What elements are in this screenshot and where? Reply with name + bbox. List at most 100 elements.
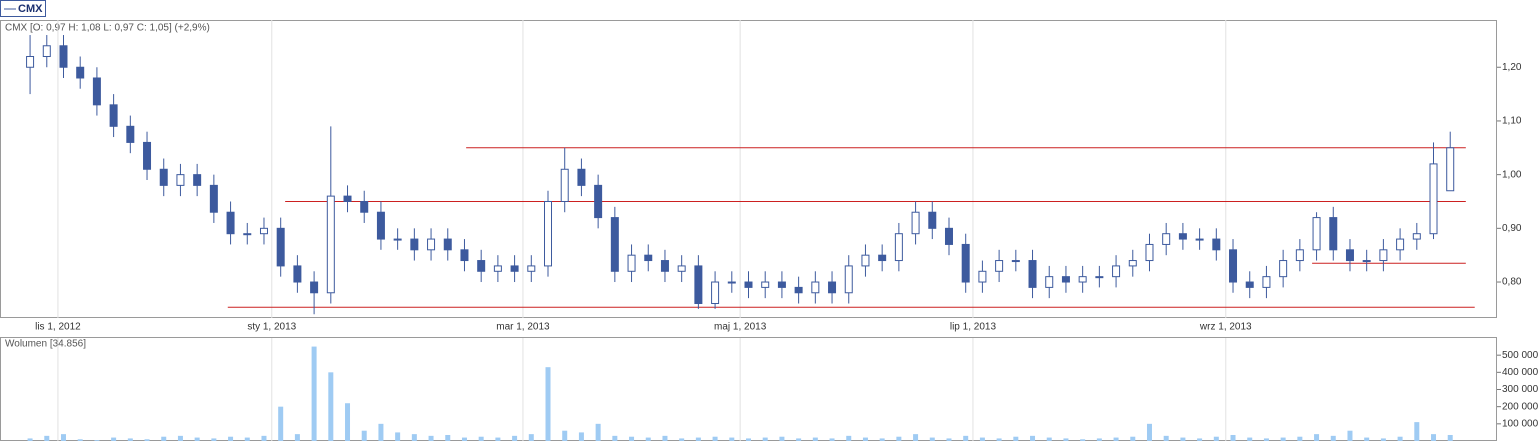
candle-body — [961, 243, 970, 283]
volume-bar — [528, 434, 534, 441]
volume-bar — [829, 438, 835, 441]
legend-box — [0, 0, 46, 17]
volume-bar — [1431, 434, 1437, 441]
volume-bar — [411, 434, 417, 441]
candle-body — [477, 260, 486, 272]
volume-bar — [578, 432, 584, 441]
volume-bar — [1447, 434, 1453, 441]
candle-body — [978, 270, 987, 283]
volume-bar — [111, 437, 117, 441]
volume-bar — [812, 437, 818, 441]
volume-bar — [695, 437, 701, 441]
candle-body — [460, 249, 469, 262]
candle-body — [1128, 260, 1137, 267]
volume-bar — [1230, 434, 1236, 441]
candle-body — [1279, 260, 1288, 278]
x-tick-label: lis 1, 2012 — [35, 322, 81, 333]
volume-bar — [395, 432, 401, 441]
volume-bar — [445, 434, 451, 441]
volume-bar — [562, 430, 568, 441]
legend-label: CMX — [18, 3, 43, 15]
candle-body — [761, 281, 770, 288]
volume-bar — [1163, 435, 1169, 441]
candle-body — [343, 195, 352, 202]
volume-bar — [77, 439, 83, 441]
candle-body — [293, 265, 302, 283]
candle-body — [1245, 281, 1254, 288]
candle-body — [443, 238, 452, 251]
candle-body — [126, 125, 135, 143]
volume-title: Wolumen [34.856] — [5, 339, 86, 350]
volume-bar — [946, 438, 952, 441]
volume-bar — [261, 435, 267, 441]
y-tick-label: 100 000 — [1502, 418, 1539, 429]
volume-bar — [428, 435, 434, 441]
volume-bar — [311, 346, 317, 441]
volume-panel — [0, 337, 1497, 441]
y-tick-label: 500 000 — [1502, 350, 1539, 361]
candle-body — [1312, 217, 1321, 251]
volume-bar — [729, 437, 735, 441]
candle-body — [677, 265, 686, 272]
volume-bar — [228, 436, 234, 441]
candle-body — [878, 254, 887, 262]
volume-bar — [1414, 422, 1420, 441]
candle-body — [493, 265, 502, 272]
x-tick-label: wrz 1, 2013 — [1199, 322, 1252, 333]
volume-bar — [512, 435, 518, 441]
volume-bar — [1314, 434, 1320, 441]
candle-body — [1429, 163, 1438, 235]
candle-body — [777, 281, 786, 288]
volume-bar — [1046, 437, 1052, 441]
volume-bar — [545, 367, 551, 441]
price-header: CMX [O: 0,97 H: 1,08 L: 0,97 C: 1,05] (+… — [5, 23, 210, 34]
candle-body — [1028, 260, 1037, 288]
volume-bar — [378, 423, 384, 441]
candle-body — [310, 281, 319, 294]
volume-bar — [1247, 437, 1253, 441]
y-tick-label: 300 000 — [1502, 384, 1539, 395]
volume-bar — [979, 437, 985, 441]
volume-bar — [1030, 435, 1036, 441]
volume-bar — [1297, 436, 1303, 441]
volume-bar — [1096, 438, 1102, 441]
candle-body — [627, 254, 636, 272]
candle-body — [1362, 260, 1371, 263]
candle-body — [1112, 265, 1121, 278]
volume-bar — [679, 438, 685, 441]
volume-bar — [1213, 436, 1219, 441]
candle-body — [660, 260, 669, 272]
price-panel — [0, 20, 1497, 318]
candle-body — [410, 238, 419, 251]
candle-body — [911, 211, 920, 235]
candle-body — [828, 281, 837, 294]
candle-body — [527, 265, 536, 272]
volume-bar — [612, 435, 618, 441]
candle-body — [1095, 276, 1104, 279]
volume-bar — [127, 438, 133, 441]
volume-bar — [211, 438, 217, 441]
candle-body — [243, 233, 252, 236]
volume-bar — [595, 423, 601, 441]
candle-body — [995, 260, 1004, 272]
volume-bar — [629, 436, 635, 441]
candle-body — [76, 66, 85, 79]
candle-body — [1396, 238, 1405, 251]
candle-body — [577, 168, 586, 186]
x-tick-label: maj 1, 2013 — [714, 322, 767, 333]
candle-body — [1061, 276, 1070, 283]
candle-body — [193, 174, 202, 186]
candle-body — [1262, 276, 1271, 288]
volume-bar — [478, 436, 484, 441]
volume-bar — [1063, 438, 1069, 441]
candle-body — [1329, 217, 1338, 251]
volume-bar — [361, 430, 367, 441]
y-tick-label: 0,80 — [1502, 277, 1522, 288]
volume-bar — [846, 435, 852, 441]
y-tick-label: 1,20 — [1502, 62, 1522, 73]
volume-bar — [177, 435, 183, 441]
candle-body — [727, 281, 736, 284]
candle-body — [744, 281, 753, 288]
candle-body — [1162, 233, 1171, 245]
